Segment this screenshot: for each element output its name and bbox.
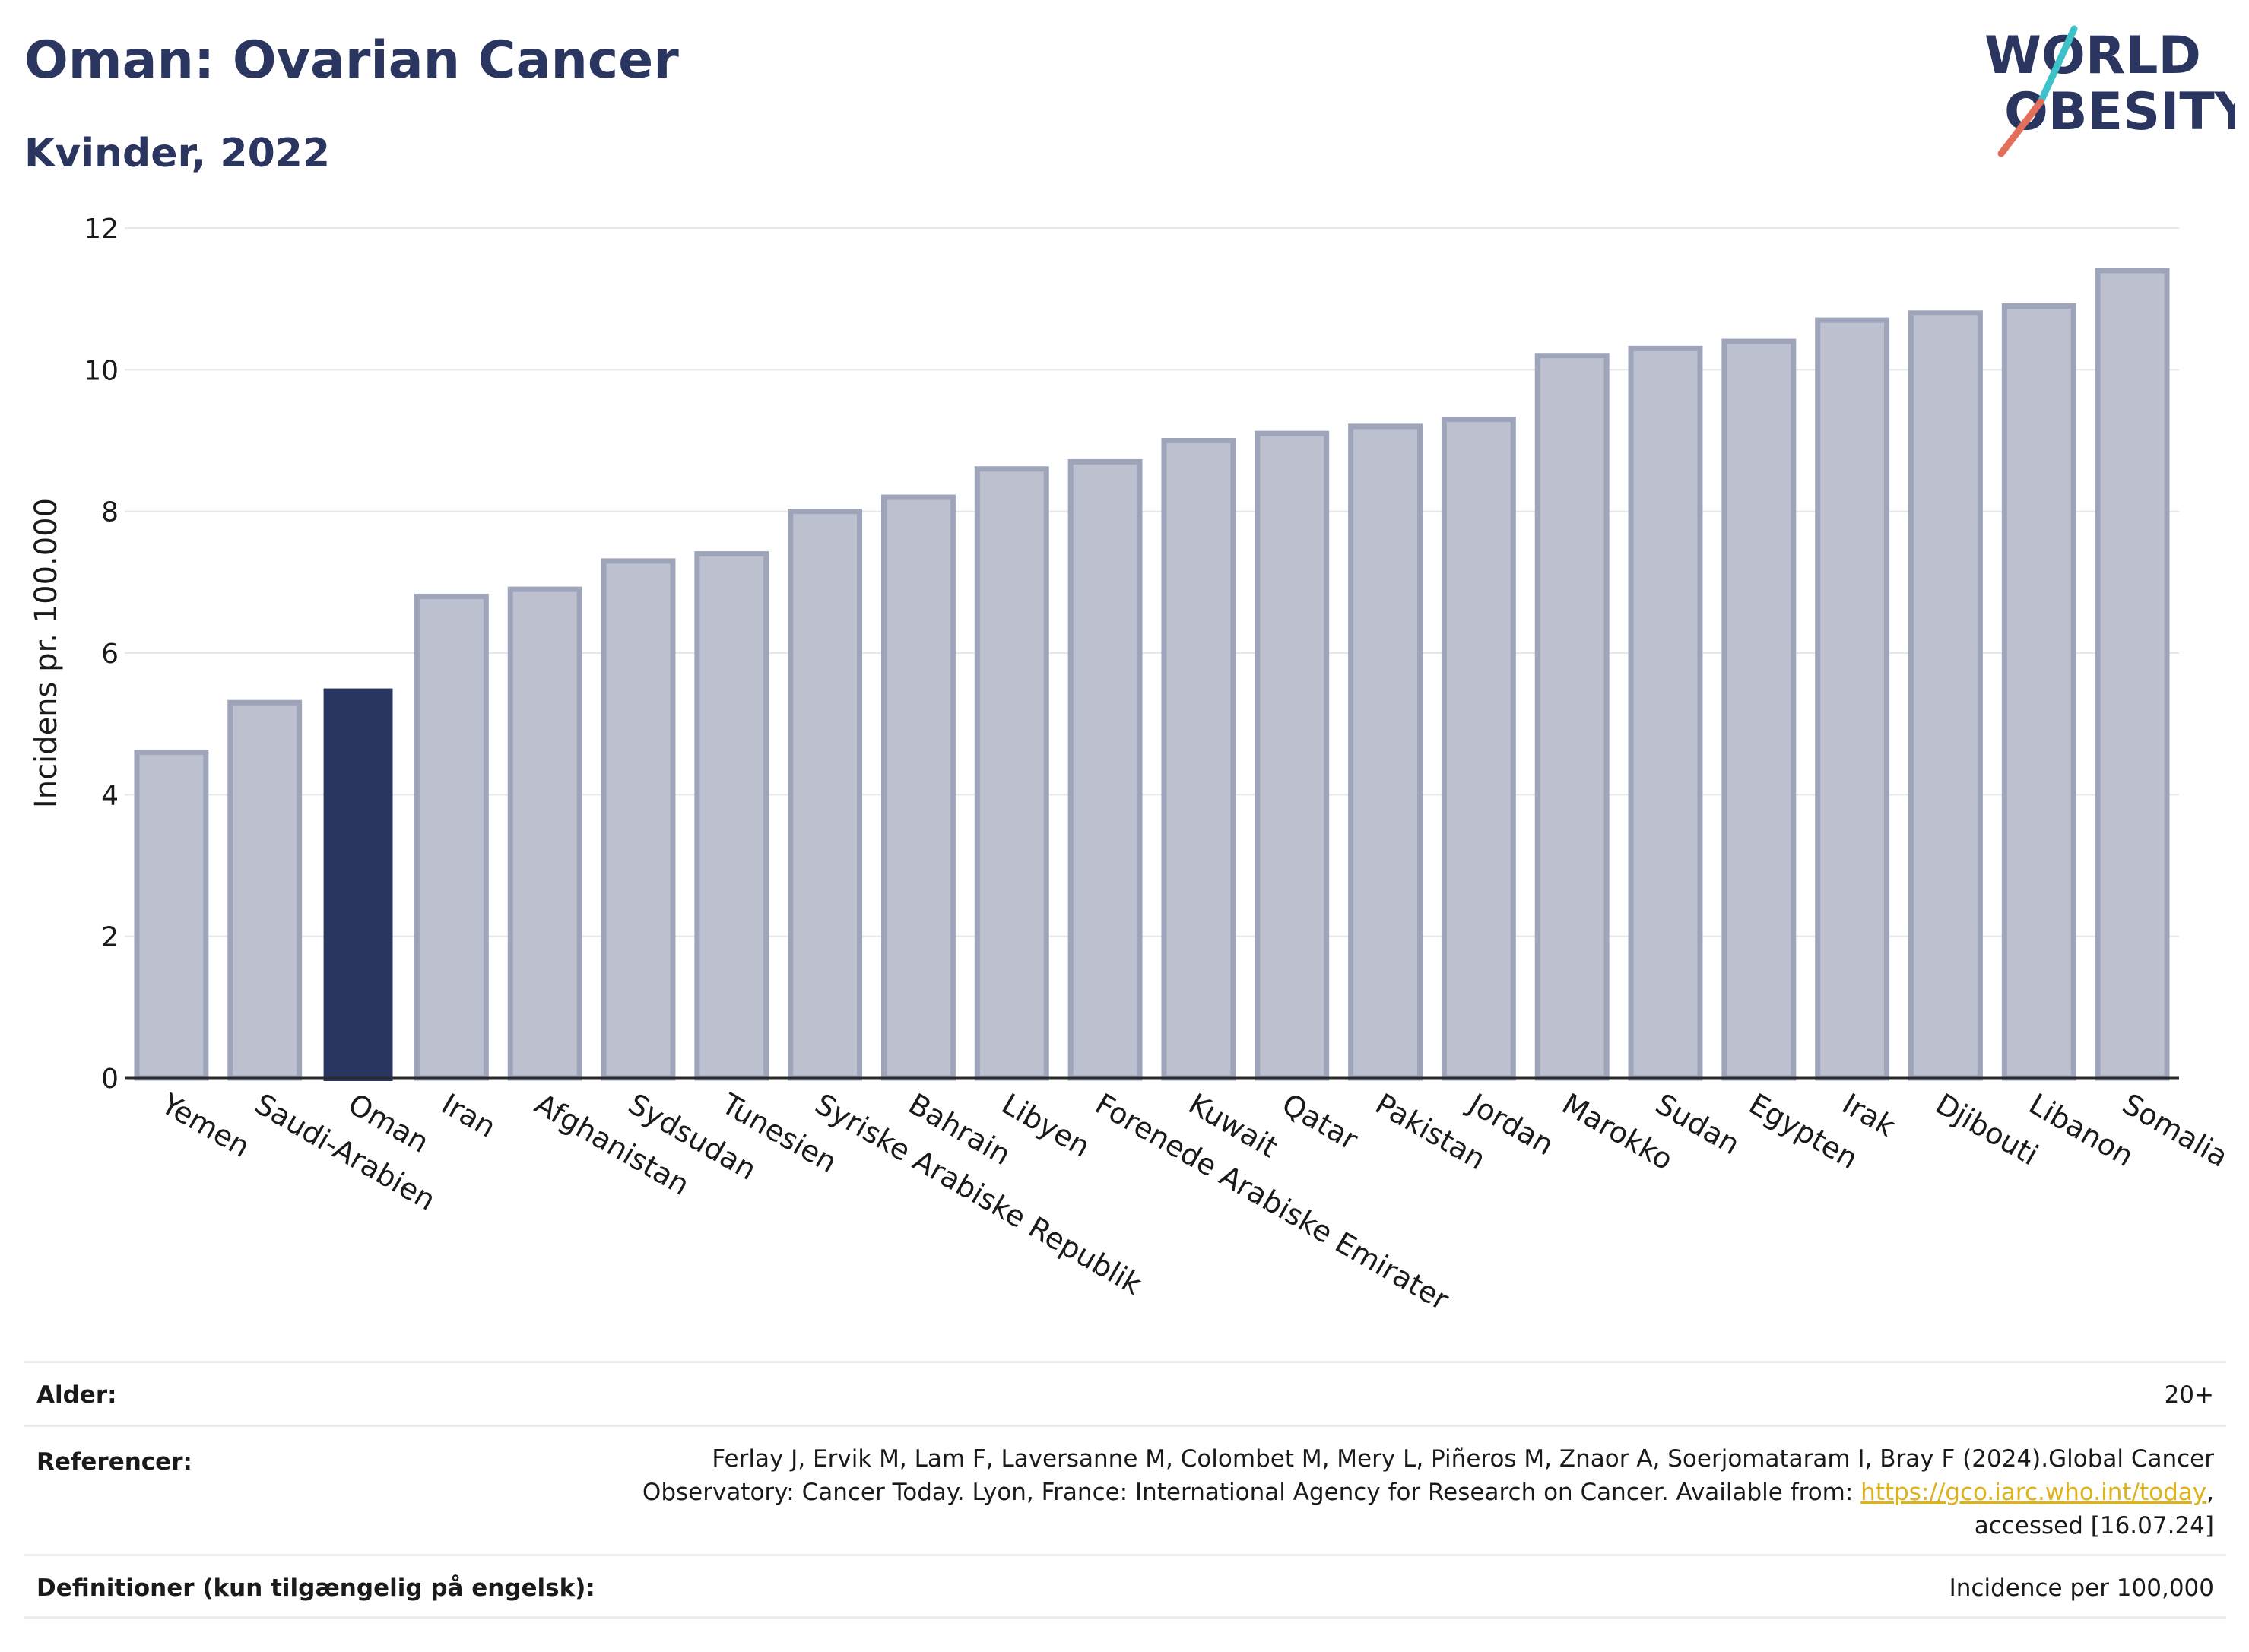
meta-row-definitions: Definitioner (kun tilgængelig på engelsk… — [24, 1554, 2226, 1616]
y-tick-label: 10 — [84, 355, 119, 386]
references-line2-text: Observatory: Cancer Today. Lyon, France:… — [642, 1479, 1861, 1506]
bar — [2001, 303, 2076, 1081]
bar — [134, 749, 209, 1081]
age-label: Alder: — [36, 1381, 117, 1409]
x-tick-label: Djibouti — [1930, 1087, 2044, 1172]
x-tick-label: Irak — [1837, 1087, 1901, 1143]
y-tick-label: 8 — [101, 497, 119, 528]
references-line2-comma: , — [2206, 1479, 2214, 1506]
x-tick-label: Libyen — [996, 1087, 1096, 1164]
bar — [694, 551, 769, 1081]
page-title: Oman: Ovarian Cancer — [24, 30, 679, 90]
bar — [788, 509, 863, 1081]
y-tick-label: 12 — [84, 214, 119, 245]
definitions-value: Incidence per 100,000 — [1949, 1574, 2214, 1602]
bar — [227, 699, 303, 1081]
x-tick-label: Yemen — [155, 1086, 255, 1164]
bar — [1628, 345, 1703, 1081]
bar — [2095, 268, 2170, 1081]
bar — [1908, 310, 1983, 1081]
bar — [1348, 423, 1423, 1081]
x-tick-label: Libanon — [2023, 1087, 2139, 1173]
references-link[interactable]: https://gco.iarc.who.int/today — [1860, 1479, 2207, 1506]
meta-row-references: Referencer: Ferlay J, Ervik M, Lam F, La… — [24, 1425, 2226, 1554]
bar — [1067, 458, 1143, 1081]
bar — [1441, 417, 1516, 1081]
definitions-label: Definitioner (kun tilgængelig på engelsk… — [36, 1574, 595, 1602]
bar — [507, 586, 582, 1081]
y-tick-label: 2 — [101, 922, 119, 953]
bar — [974, 466, 1049, 1081]
references-label: Referencer: — [36, 1448, 192, 1476]
page-subtitle: Kvinder, 2022 — [24, 131, 331, 176]
y-tick-label: 6 — [101, 639, 119, 670]
y-tick-label: 4 — [101, 780, 119, 811]
logo-slash-coral — [1997, 98, 2044, 157]
x-tick-label: Iran — [436, 1087, 501, 1144]
references-line3: accessed [16.07.24] — [1974, 1512, 2214, 1539]
bar — [1161, 438, 1236, 1081]
bar — [601, 558, 676, 1081]
bar — [1721, 338, 1797, 1081]
x-tick-label: Somalia — [2117, 1087, 2234, 1174]
logo-slash-teal — [2037, 25, 2078, 106]
y-axis-label: Incidens pr. 100.000 — [29, 498, 64, 808]
meta-row-age: Alder: 20+ — [24, 1361, 2226, 1425]
bar — [1255, 430, 1330, 1081]
x-tick-label: Qatar — [1277, 1087, 1364, 1157]
age-value: 20+ — [2164, 1381, 2214, 1409]
bar — [1534, 353, 1610, 1081]
world-obesity-logo: WORLD OBESITY — [1984, 25, 2235, 157]
y-tick-label: 0 — [101, 1064, 119, 1095]
references-line2: Observatory: Cancer Today. Lyon, France:… — [642, 1476, 2214, 1509]
meta-bottom-divider — [24, 1616, 2226, 1619]
bar — [881, 494, 956, 1081]
logo-line1: WORLD — [1984, 26, 2201, 86]
bar — [323, 688, 393, 1081]
bar — [1815, 317, 1890, 1081]
references-text: Ferlay J, Ervik M, Lam F, Laversanne M, … — [642, 1442, 2214, 1543]
bar — [414, 593, 489, 1081]
references-line1: Ferlay J, Ervik M, Lam F, Laversanne M, … — [712, 1445, 2214, 1473]
